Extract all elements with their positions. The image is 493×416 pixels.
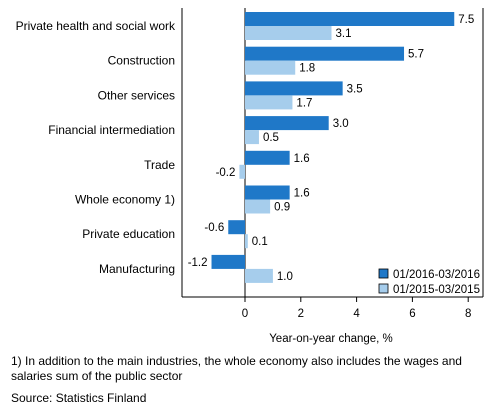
bar-series2 [239,164,245,179]
bar-chart: 7.5 3.1 5.7 1.8 3.5 1.7 3.0 0.5 1.6 -0.2 1.6 0.9 -0.… [16,8,484,345]
category-label: Whole economy 1) [75,193,175,207]
legend-swatch [378,283,389,294]
category-label: Private education [82,227,175,241]
x-axis-label: Year-on-year change, % [269,333,393,345]
category-label: Private health and social work [16,19,176,33]
bar-series2 [245,234,248,249]
data-label: 0.9 [274,202,290,214]
bar-series1 [211,254,245,269]
data-label: -1.2 [188,257,208,269]
bars [211,12,455,283]
bar-series2 [245,268,273,283]
category-label: Other services [98,88,175,102]
x-tick-label: 6 [409,308,415,320]
x-tick-label: 4 [353,308,360,320]
data-label: 0.1 [252,236,268,248]
category-label: Manufacturing [99,262,175,276]
category-label: Financial intermediation [48,123,175,137]
data-label: -0.6 [204,222,224,234]
data-label: -0.2 [216,167,236,179]
value-labels: 7.5 3.1 5.7 1.8 3.5 1.7 3.0 0.5 1.6 -0.2 1.6 0.9 -0.… [188,14,475,283]
bar-series1 [245,116,329,131]
data-label: 3.1 [335,28,351,40]
bar-series2 [245,95,293,110]
bar-series2 [245,60,296,75]
footnote: 1) In addition to the main industries, t… [11,354,462,383]
bar-series2 [245,130,259,145]
bar-series1 [228,220,245,235]
bar-series2 [245,26,332,40]
data-label: 3.5 [347,83,363,95]
bar-series1 [245,12,455,26]
bar-series1 [245,185,290,200]
x-tick-label: 2 [298,308,304,320]
source-note: Source: Statistics Finland [11,391,147,405]
data-label: 3.0 [333,118,349,130]
bar-series1 [245,81,343,96]
x-tick-label: 8 [465,308,471,320]
category-labels: Private health and social work Constructi… [16,19,176,276]
data-label: 1.7 [296,97,312,109]
data-label: 1.6 [294,153,310,165]
bar-series1 [245,150,290,165]
legend-swatch [378,268,389,279]
bar-series1 [245,46,405,61]
data-label: 0.5 [263,132,279,144]
category-label: Trade [144,158,175,172]
data-label: 1.8 [299,63,315,75]
legend-label: 01/2016-03/2016 [393,269,480,281]
data-label: 1.6 [294,188,310,200]
x-ticks: 0 2 4 6 8 [242,297,471,320]
data-label: 7.5 [458,14,474,26]
x-tick-label: 0 [242,308,248,320]
data-label: 1.0 [277,271,293,283]
legend-label: 01/2015-03/2015 [393,284,480,296]
bar-series2 [245,199,271,214]
legend: 01/2016-03/2016 01/2015-03/2015 [378,268,480,296]
category-label: Construction [108,54,175,68]
data-label: 5.7 [408,49,424,61]
